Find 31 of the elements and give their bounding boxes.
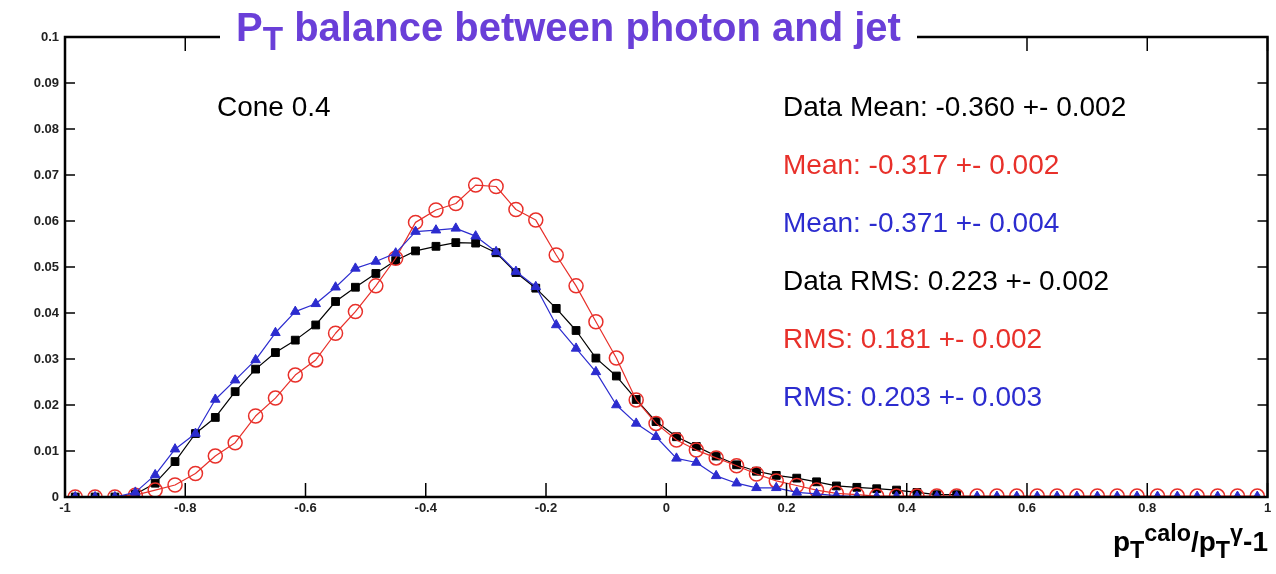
- x-tick-label: 1: [1263, 500, 1272, 516]
- x-tick-label: 0.6: [1017, 500, 1037, 516]
- y-tick-label: 0.09: [33, 74, 59, 90]
- y-tick-label: 0.07: [33, 166, 59, 182]
- x-tick-label: -0.6: [294, 500, 317, 516]
- y-tick-label: 0.02: [33, 396, 59, 412]
- annotation: Cone 0.4: [217, 90, 331, 124]
- x-tick-label: -0.2: [534, 500, 558, 516]
- chart-title: P$_{T}$ balance between photon and jet: [220, 0, 917, 66]
- y-tick-label: 0.04: [33, 304, 60, 320]
- x-tick-label: -1: [59, 500, 71, 516]
- x-axis-title: p$_{T}$$^{calo}$/p$_{T}$$^{γ}$-1: [1112, 520, 1268, 564]
- annotation: Data Mean: -0.360 +- 0.002: [783, 90, 1127, 124]
- x-tick-label: 0.2: [777, 500, 796, 516]
- y-tick-label: 0.01: [33, 442, 59, 458]
- y-tick-label: 0: [51, 488, 59, 504]
- y-tick-label: 0.03: [33, 350, 59, 366]
- x-tick-label: -0.4: [414, 500, 438, 516]
- annotation: Data RMS: 0.223 +- 0.002: [783, 264, 1110, 298]
- x-tick-label: -0.8: [174, 500, 197, 516]
- annotation: RMS: 0.203 +- 0.003: [783, 380, 1043, 414]
- y-tick-label: 0.1: [40, 28, 59, 44]
- annotation: RMS: 0.181 +- 0.002: [783, 322, 1043, 356]
- annotation: Mean: -0.371 +- 0.004: [783, 206, 1060, 240]
- y-tick-label: 0.06: [33, 212, 59, 228]
- annotation: Mean: -0.317 +- 0.002: [783, 148, 1060, 182]
- x-tick-label: 0.4: [897, 500, 917, 516]
- x-tick-label: 0: [662, 500, 670, 516]
- y-tick-label: 0.05: [33, 258, 59, 274]
- x-tick-label: 0.8: [1138, 500, 1157, 516]
- y-tick-label: 0.08: [33, 120, 59, 136]
